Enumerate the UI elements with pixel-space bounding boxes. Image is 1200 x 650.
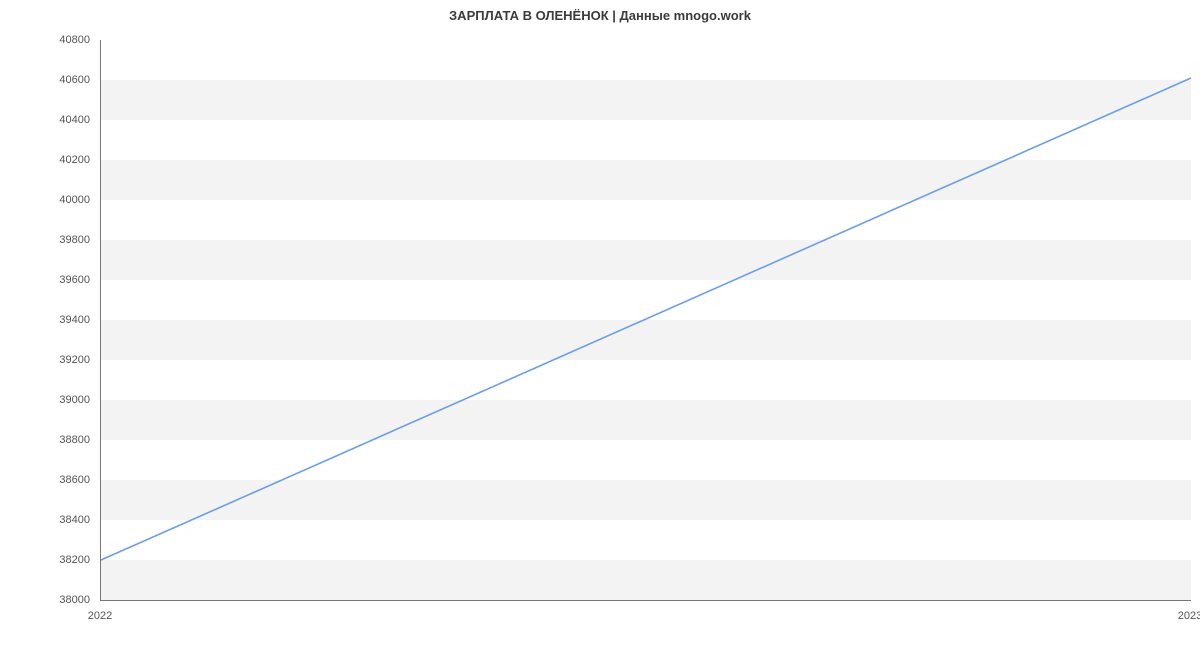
y-tick-label: 39200 <box>40 354 90 366</box>
x-tick-label: 2023 <box>1178 610 1200 622</box>
y-tick-label: 38800 <box>40 434 90 446</box>
y-tick-label: 38000 <box>40 594 90 606</box>
x-tick-label: 2022 <box>88 610 112 622</box>
y-tick-label: 38400 <box>40 514 90 526</box>
chart-container: ЗАРПЛАТА В ОЛЕНЁНОК | Данные mnogo.work … <box>0 0 1200 650</box>
y-tick-label: 39400 <box>40 314 90 326</box>
y-tick-label: 39600 <box>40 274 90 286</box>
series-line <box>101 78 1191 560</box>
plot-area <box>100 40 1191 601</box>
y-tick-label: 38600 <box>40 474 90 486</box>
y-tick-label: 40000 <box>40 194 90 206</box>
chart-title: ЗАРПЛАТА В ОЛЕНЁНОК | Данные mnogo.work <box>0 8 1200 23</box>
y-tick-label: 40600 <box>40 74 90 86</box>
y-tick-label: 40800 <box>40 34 90 46</box>
y-tick-label: 40400 <box>40 114 90 126</box>
y-tick-label: 40200 <box>40 154 90 166</box>
y-tick-label: 39000 <box>40 394 90 406</box>
line-layer <box>101 40 1191 600</box>
y-tick-label: 39800 <box>40 234 90 246</box>
y-tick-label: 38200 <box>40 554 90 566</box>
